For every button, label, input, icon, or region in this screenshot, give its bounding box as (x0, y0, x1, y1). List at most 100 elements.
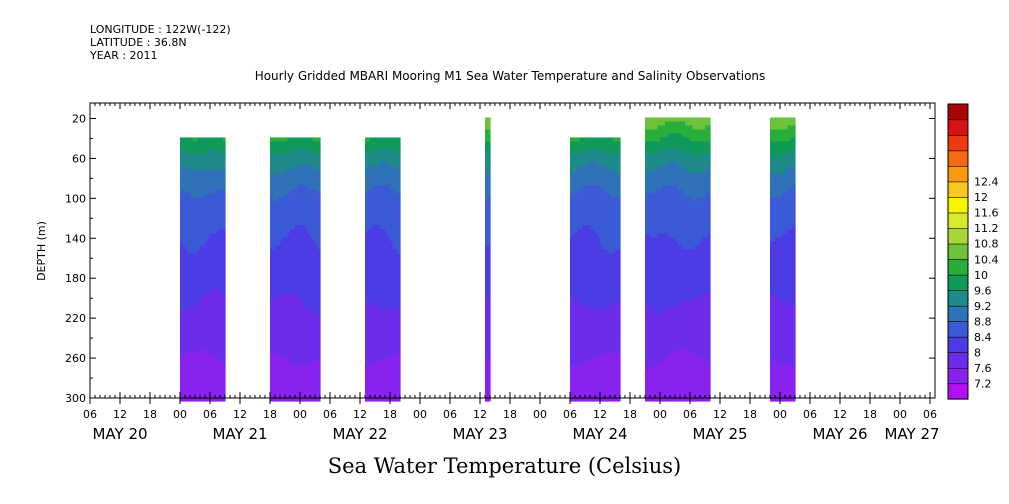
heatmap-cell (192, 177, 196, 182)
heatmap-cell (200, 281, 204, 286)
heatmap-cell (290, 185, 294, 190)
heatmap-cell (275, 297, 279, 302)
heatmap-cell (610, 357, 614, 362)
heatmap-cell (602, 189, 606, 194)
heatmap-cell (617, 321, 621, 326)
heatmap-cell (200, 185, 204, 190)
heatmap-cell (580, 349, 584, 354)
heatmap-cell (315, 293, 319, 298)
heatmap-cell (570, 169, 574, 174)
heatmap-cell (200, 173, 204, 178)
heatmap-cell (580, 377, 584, 382)
heatmap-cell (375, 341, 379, 346)
heatmap-cell (367, 317, 371, 322)
heatmap-cell (390, 225, 394, 230)
heatmap-cell (190, 201, 194, 206)
heatmap-cell (277, 301, 281, 306)
heatmap-cell (487, 357, 491, 362)
heatmap-cell (612, 361, 616, 366)
heatmap-cell (190, 381, 194, 386)
heatmap-cell (570, 213, 574, 218)
heatmap-cell (605, 209, 609, 214)
heatmap-cell (212, 209, 216, 214)
heatmap-cell (392, 269, 396, 274)
heatmap-cell (590, 317, 594, 322)
heatmap-cell (222, 161, 226, 166)
heatmap-cell (612, 169, 616, 174)
heatmap-cell (287, 217, 291, 222)
heatmap-cell (202, 381, 206, 386)
heatmap-cell (190, 221, 194, 226)
heatmap-cell (217, 177, 221, 182)
heatmap-cell (315, 333, 319, 338)
heatmap-cell (570, 261, 574, 266)
heatmap-cell (205, 173, 209, 178)
heatmap-cell (487, 369, 491, 374)
heatmap-cell (192, 317, 196, 322)
heatmap-cell (607, 197, 611, 202)
heatmap-cell (610, 361, 614, 366)
heatmap-cell (580, 201, 584, 206)
heatmap-cell (290, 241, 294, 246)
heatmap-cell (607, 225, 611, 230)
heatmap-cell (570, 137, 574, 143)
heatmap-cell (295, 337, 299, 342)
heatmap-cell (300, 261, 304, 266)
heatmap-cell (182, 289, 186, 294)
heatmap-cell (292, 341, 296, 346)
heatmap-cell (285, 361, 289, 366)
heatmap-cell (295, 357, 299, 362)
heatmap-cell (612, 165, 616, 170)
heatmap-cell (390, 341, 394, 346)
heatmap-cell (295, 169, 299, 174)
heatmap-cell (487, 341, 491, 346)
heatmap-cell (607, 193, 611, 198)
heatmap-cell (220, 237, 224, 242)
heatmap-cell (605, 389, 609, 394)
heatmap-cell (485, 145, 489, 151)
heatmap-cell (317, 241, 321, 246)
heatmap-cell (190, 261, 194, 266)
heatmap-cell (300, 289, 304, 294)
heatmap-cell (485, 157, 489, 162)
heatmap-cell (190, 229, 194, 234)
heatmap-cell (215, 297, 219, 302)
heatmap-cell (372, 353, 376, 358)
heatmap-cell (385, 201, 389, 206)
heatmap-cell (592, 353, 596, 358)
heatmap-cell (617, 229, 621, 234)
heatmap-cell (275, 305, 279, 310)
heatmap-cell (615, 281, 619, 286)
heatmap-cell (217, 317, 221, 322)
heatmap-cell (610, 345, 614, 350)
heatmap-cell (392, 341, 396, 346)
heatmap-cell (590, 261, 594, 266)
heatmap-cell (582, 349, 586, 354)
heatmap-cell (367, 213, 371, 218)
heatmap-cell (392, 149, 396, 155)
heatmap-cell (485, 325, 489, 330)
heatmap-cell (302, 381, 306, 386)
heatmap-cell (610, 397, 614, 402)
heatmap-cell (270, 369, 274, 374)
heatmap-cell (390, 177, 394, 182)
heatmap-cell (300, 173, 304, 178)
heatmap-cell (390, 189, 394, 194)
heatmap-cell (617, 261, 621, 266)
heatmap-cell (212, 301, 216, 306)
heatmap-cell (387, 157, 391, 162)
heatmap-cell (270, 229, 274, 234)
heatmap-cell (610, 329, 614, 334)
heatmap-cell (270, 165, 274, 170)
heatmap-cell (272, 201, 276, 206)
heatmap-cell (647, 201, 651, 206)
heatmap-cell (587, 273, 591, 278)
heatmap-cell (297, 369, 301, 374)
heatmap-cell (182, 173, 186, 178)
heatmap-cell (180, 281, 184, 286)
heatmap-cell (285, 153, 289, 158)
heatmap-cell (182, 369, 186, 374)
heatmap-cell (222, 305, 226, 310)
heatmap-cell (210, 305, 214, 310)
heatmap-cell (182, 141, 186, 147)
